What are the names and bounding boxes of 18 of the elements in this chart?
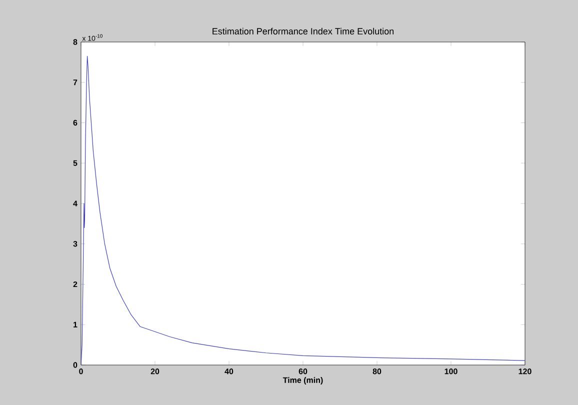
x-tick-label: 100 xyxy=(444,368,458,374)
chart-title: Estimation Performance Index Time Evolution xyxy=(212,28,394,34)
y-tick-label: 7 xyxy=(73,80,78,86)
y-tick-label: 1 xyxy=(74,322,78,328)
x-tick-label: 40 xyxy=(224,368,234,374)
x-tick-label: 0 xyxy=(79,368,83,374)
y-tick-label: 5 xyxy=(73,160,78,166)
x-tick-label: 80 xyxy=(372,368,382,374)
y-tick-label: 4 xyxy=(73,200,78,206)
y-tick-label: 2 xyxy=(73,281,78,288)
y-tick-label: 8 xyxy=(73,39,78,45)
x-tick-label: 120 xyxy=(518,368,532,374)
x-tick-label: 20 xyxy=(150,368,160,374)
y-tick-label: 0 xyxy=(73,362,78,368)
x-tick-label: 60 xyxy=(298,368,308,374)
x-axis-title: Time (min) xyxy=(282,377,323,385)
y-tick-label: 6 xyxy=(73,120,78,126)
y-tick-label: 3 xyxy=(73,241,78,247)
